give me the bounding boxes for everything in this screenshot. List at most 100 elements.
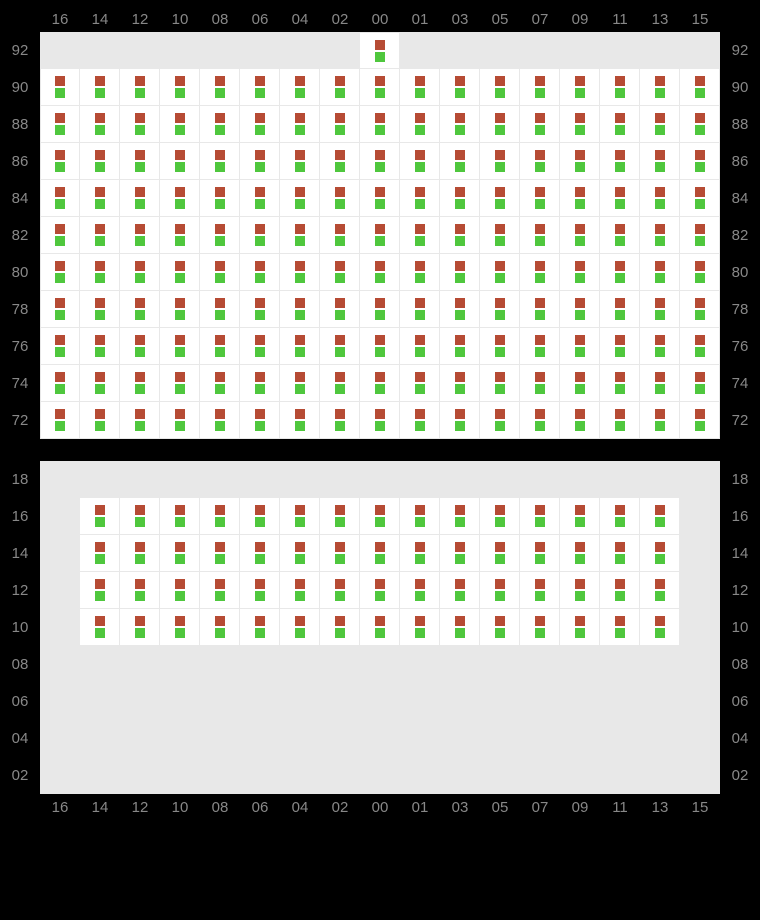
seat-cell-filled[interactable] <box>40 365 80 402</box>
seat-cell-filled[interactable] <box>560 254 600 291</box>
seat-cell-filled[interactable] <box>400 180 440 217</box>
seat-cell-filled[interactable] <box>240 402 280 439</box>
seat-cell-filled[interactable] <box>560 69 600 106</box>
seat-cell-filled[interactable] <box>80 143 120 180</box>
seat-cell-filled[interactable] <box>160 143 200 180</box>
seat-cell-filled[interactable] <box>640 609 680 646</box>
seat-cell-filled[interactable] <box>200 498 240 535</box>
seat-cell-filled[interactable] <box>640 291 680 328</box>
seat-cell-filled[interactable] <box>400 572 440 609</box>
seat-cell-filled[interactable] <box>80 180 120 217</box>
seat-cell-filled[interactable] <box>480 572 520 609</box>
seat-cell-filled[interactable] <box>120 609 160 646</box>
seat-cell-filled[interactable] <box>80 572 120 609</box>
seat-cell-filled[interactable] <box>160 609 200 646</box>
seat-cell-filled[interactable] <box>400 291 440 328</box>
seat-cell-filled[interactable] <box>680 254 720 291</box>
seat-cell-filled[interactable] <box>160 106 200 143</box>
seat-cell-filled[interactable] <box>480 69 520 106</box>
seat-cell-filled[interactable] <box>200 365 240 402</box>
seat-cell-filled[interactable] <box>80 291 120 328</box>
seat-cell-filled[interactable] <box>320 498 360 535</box>
seat-cell-filled[interactable] <box>360 535 400 572</box>
seat-cell-filled[interactable] <box>360 32 400 69</box>
seat-cell-filled[interactable] <box>160 572 200 609</box>
seat-cell-filled[interactable] <box>280 254 320 291</box>
seat-cell-filled[interactable] <box>320 106 360 143</box>
seat-cell-filled[interactable] <box>480 402 520 439</box>
seat-cell-filled[interactable] <box>360 106 400 143</box>
seat-cell-filled[interactable] <box>600 572 640 609</box>
seat-cell-filled[interactable] <box>40 291 80 328</box>
seat-cell-filled[interactable] <box>640 365 680 402</box>
seat-cell-filled[interactable] <box>240 106 280 143</box>
seat-cell-filled[interactable] <box>560 365 600 402</box>
seat-cell-filled[interactable] <box>360 498 400 535</box>
seat-cell-filled[interactable] <box>600 365 640 402</box>
seat-cell-filled[interactable] <box>280 328 320 365</box>
seat-cell-filled[interactable] <box>440 328 480 365</box>
seat-cell-filled[interactable] <box>160 328 200 365</box>
seat-cell-filled[interactable] <box>640 217 680 254</box>
seat-cell-filled[interactable] <box>480 254 520 291</box>
seat-cell-filled[interactable] <box>240 572 280 609</box>
seat-cell-filled[interactable] <box>200 328 240 365</box>
seat-cell-filled[interactable] <box>560 180 600 217</box>
seat-cell-filled[interactable] <box>360 609 400 646</box>
seat-cell-filled[interactable] <box>120 254 160 291</box>
seat-cell-filled[interactable] <box>200 217 240 254</box>
seat-cell-filled[interactable] <box>480 143 520 180</box>
seat-cell-filled[interactable] <box>640 328 680 365</box>
seat-cell-filled[interactable] <box>640 143 680 180</box>
seat-cell-filled[interactable] <box>480 365 520 402</box>
seat-cell-filled[interactable] <box>360 365 400 402</box>
seat-cell-filled[interactable] <box>280 69 320 106</box>
seat-cell-filled[interactable] <box>560 217 600 254</box>
seat-cell-filled[interactable] <box>120 498 160 535</box>
seat-cell-filled[interactable] <box>400 328 440 365</box>
seat-cell-filled[interactable] <box>200 535 240 572</box>
seat-cell-filled[interactable] <box>520 402 560 439</box>
seat-cell-filled[interactable] <box>520 106 560 143</box>
seat-cell-filled[interactable] <box>320 609 360 646</box>
seat-cell-filled[interactable] <box>560 609 600 646</box>
seat-cell-filled[interactable] <box>400 498 440 535</box>
seat-cell-filled[interactable] <box>120 402 160 439</box>
seat-cell-filled[interactable] <box>560 143 600 180</box>
seat-cell-filled[interactable] <box>280 365 320 402</box>
seat-cell-filled[interactable] <box>680 106 720 143</box>
seat-cell-filled[interactable] <box>520 69 560 106</box>
seat-cell-filled[interactable] <box>440 609 480 646</box>
seat-cell-filled[interactable] <box>640 572 680 609</box>
seat-cell-filled[interactable] <box>280 609 320 646</box>
seat-cell-filled[interactable] <box>320 291 360 328</box>
seat-cell-filled[interactable] <box>440 365 480 402</box>
seat-cell-filled[interactable] <box>440 291 480 328</box>
seat-cell-filled[interactable] <box>320 365 360 402</box>
seat-cell-filled[interactable] <box>680 291 720 328</box>
seat-cell-filled[interactable] <box>520 328 560 365</box>
seat-cell-filled[interactable] <box>480 291 520 328</box>
seat-cell-filled[interactable] <box>80 217 120 254</box>
seat-cell-filled[interactable] <box>240 328 280 365</box>
seat-cell-filled[interactable] <box>560 402 600 439</box>
seat-cell-filled[interactable] <box>360 217 400 254</box>
seat-cell-filled[interactable] <box>480 609 520 646</box>
seat-cell-filled[interactable] <box>160 365 200 402</box>
seat-cell-filled[interactable] <box>480 498 520 535</box>
seat-cell-filled[interactable] <box>560 328 600 365</box>
seat-cell-filled[interactable] <box>560 572 600 609</box>
seat-cell-filled[interactable] <box>520 180 560 217</box>
seat-cell-filled[interactable] <box>440 254 480 291</box>
seat-cell-filled[interactable] <box>400 535 440 572</box>
seat-cell-filled[interactable] <box>200 402 240 439</box>
seat-cell-filled[interactable] <box>440 572 480 609</box>
seat-cell-filled[interactable] <box>280 402 320 439</box>
seat-cell-filled[interactable] <box>200 572 240 609</box>
seat-cell-filled[interactable] <box>600 291 640 328</box>
seat-cell-filled[interactable] <box>400 106 440 143</box>
seat-cell-filled[interactable] <box>440 143 480 180</box>
seat-cell-filled[interactable] <box>120 106 160 143</box>
seat-cell-filled[interactable] <box>400 254 440 291</box>
seat-cell-filled[interactable] <box>240 69 280 106</box>
